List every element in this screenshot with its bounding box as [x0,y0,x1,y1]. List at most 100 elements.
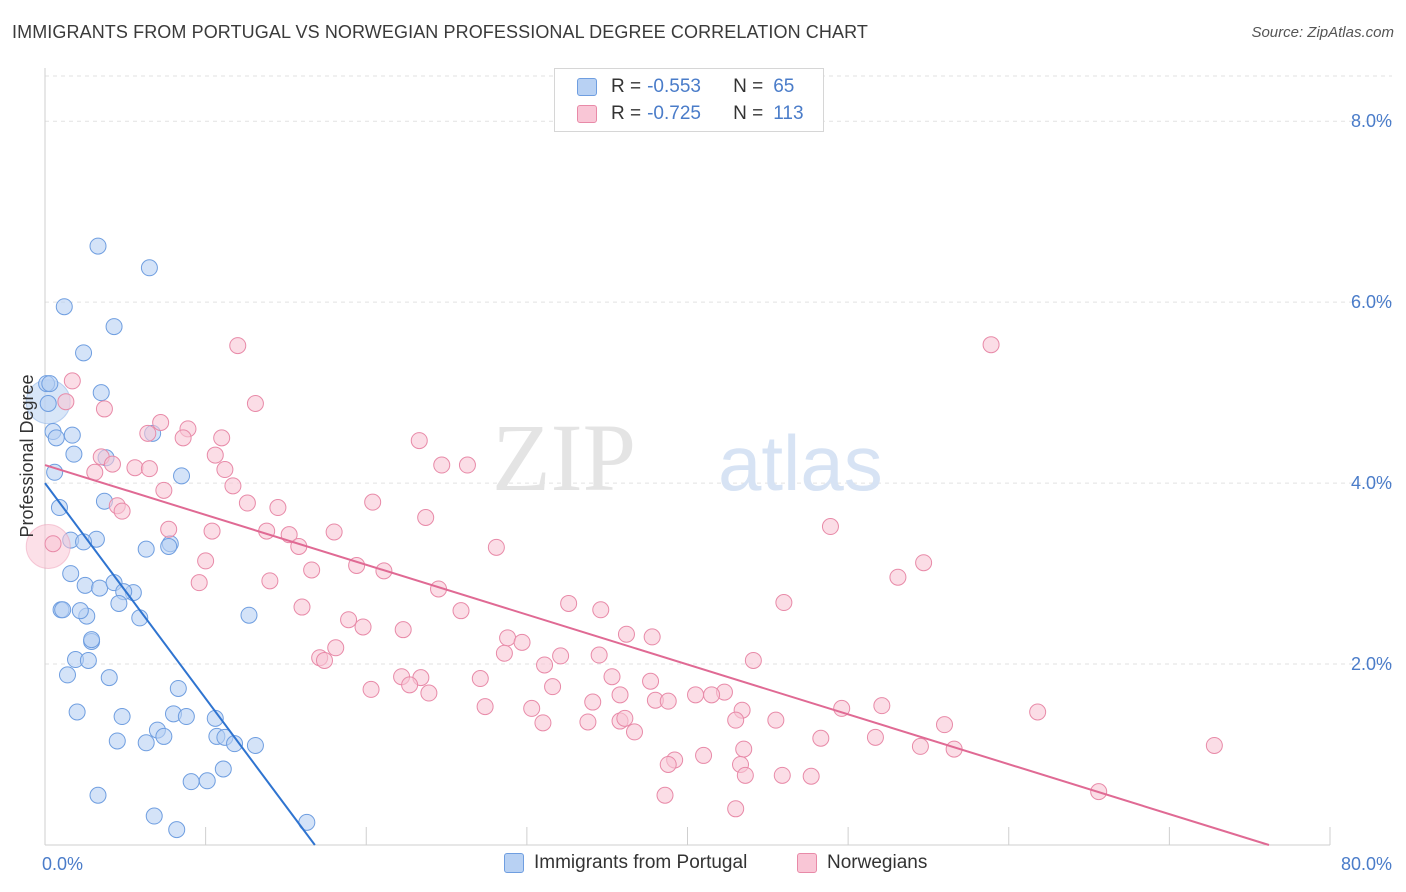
data-point [687,686,705,704]
data-point [68,703,86,721]
data-point [735,740,753,758]
legend-item-norwegians[interactable]: Norwegians [797,852,927,874]
data-point [534,714,552,732]
data-point [458,456,476,474]
data-point [213,429,231,447]
axes [44,68,1331,846]
data-point [54,601,72,619]
data-point [126,459,144,477]
data-point [659,755,677,773]
data-point [83,631,101,649]
trendline-portugal [44,482,316,846]
data-point [452,602,470,620]
data-point [513,633,531,651]
data-point [100,669,118,687]
x-tick-label-min: 0.0% [42,854,83,874]
data-point [177,708,195,726]
series-portugal-points [25,237,316,839]
data-point [1029,703,1047,721]
legend-n-value: 113 [773,103,804,124]
data-point [315,651,333,669]
watermark-zip: ZIP [492,404,636,511]
data-point [65,445,83,463]
data-point [911,737,929,755]
x-tick-label-max: 80.0% [1341,854,1392,874]
data-point [523,699,541,717]
data-point [590,646,608,664]
data-point [617,625,635,643]
data-point [802,767,820,785]
data-point [110,594,128,612]
data-point [499,629,517,647]
data-point [140,259,158,277]
data-point [76,576,94,594]
data-point [340,611,358,629]
data-point [152,414,170,432]
data-point [41,375,59,393]
grid-lines [45,75,1392,665]
trend-lines [44,464,1270,846]
correlation-legend: R = -0.553 N = 65 R = -0.725 N = 113 [554,68,824,132]
data-point [833,699,851,717]
y-tick-label: 6.0% [1351,292,1392,312]
watermark-atlas: atlas [718,419,883,507]
data-point [592,601,610,619]
data-point [79,651,97,669]
legend-swatch-portugal [504,853,524,873]
legend-label-norwegians: Norwegians [827,852,928,873]
data-point [625,723,643,741]
data-point [91,579,109,597]
data-point [915,554,933,572]
data-point [410,432,428,450]
data-point [362,680,380,698]
legend-swatch-portugal [577,78,597,96]
data-point [206,446,224,464]
data-point [169,679,187,697]
data-point [354,618,372,636]
data-point [197,552,215,570]
data-point [325,523,343,541]
legend-row-norwegians: R = -0.725 N = 113 [577,102,804,126]
data-point [727,800,745,818]
data-point [246,395,264,413]
data-point [643,628,661,646]
data-point [417,508,435,526]
data-point [767,711,785,729]
data-point [140,460,158,478]
data-point [240,606,258,624]
data-point [137,734,155,752]
watermark: ZIP atlas [492,404,883,511]
data-point [727,711,745,729]
legend-row-portugal: R = -0.553 N = 65 [577,75,794,99]
data-point [261,572,279,590]
data-point [471,670,489,688]
data-point [229,337,247,355]
data-point [773,766,791,784]
legend-r-label: R = [611,76,642,97]
data-point [238,494,256,512]
legend-item-portugal[interactable]: Immigrants from Portugal [504,852,747,874]
data-point [39,395,57,413]
data-point [155,481,173,499]
data-point [611,686,629,704]
data-point [182,773,200,791]
data-point [812,729,830,747]
data-point [936,716,953,734]
data-point [89,237,107,255]
data-point [92,384,110,402]
legend-n-label: N = [733,76,764,97]
data-point [198,772,216,790]
data-point [139,424,157,442]
data-point [58,666,76,684]
data-point [103,455,121,473]
data-point [113,708,131,726]
data-point [71,602,89,620]
data-point [364,493,382,511]
data-point [224,477,242,495]
data-point [95,400,113,418]
data-point [160,537,178,555]
data-point [62,565,80,583]
y-tick-label: 2.0% [1351,654,1392,674]
data-point [703,686,721,704]
